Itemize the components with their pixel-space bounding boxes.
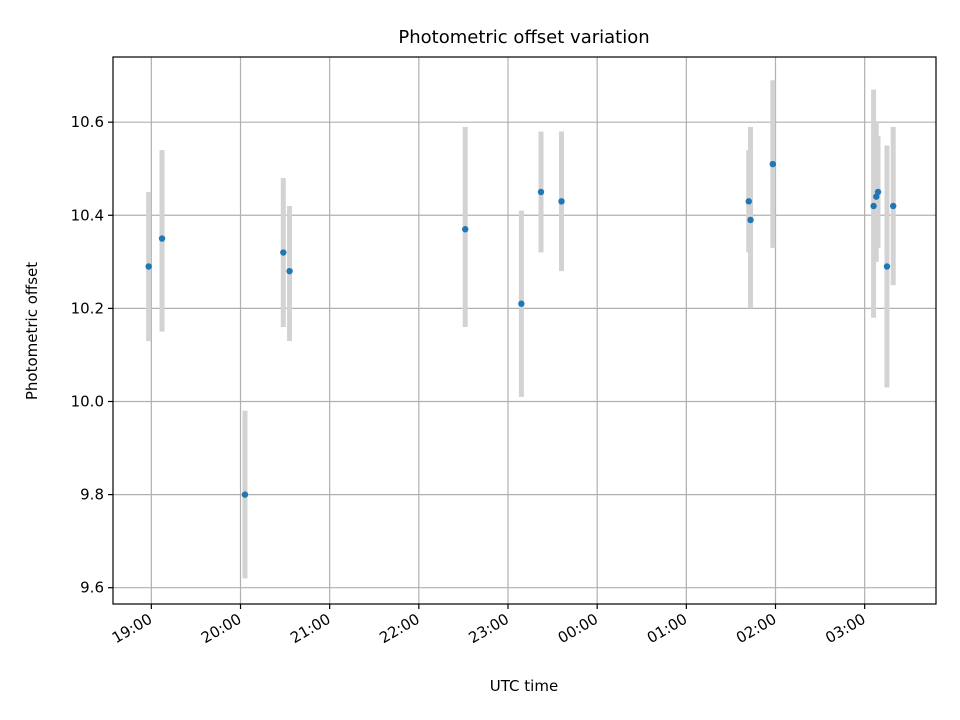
chart-title: Photometric offset variation: [398, 27, 649, 48]
data-point: [241, 491, 249, 498]
data-point: [558, 198, 565, 205]
x-axis-label: UTC time: [490, 677, 558, 695]
y-tick-label: 10.0: [71, 392, 104, 410]
data-point: [870, 202, 877, 210]
data-point: [883, 263, 891, 270]
data-point: [537, 188, 545, 196]
y-tick-label: 10.2: [71, 299, 104, 317]
grid-layer: [113, 57, 936, 604]
point-layer: [145, 160, 897, 498]
data-point: [874, 188, 882, 196]
y-tick-label: 9.6: [80, 579, 104, 597]
y-tick-label: 10.6: [71, 113, 104, 131]
y-tick-label: 9.8: [80, 486, 104, 504]
data-point: [286, 267, 293, 275]
data-point: [890, 202, 897, 210]
plot-frame: [112, 56, 937, 605]
data-point: [462, 226, 469, 233]
data-point: [280, 249, 287, 256]
y-axis-ticks: 9.6 9.8 10.0 10.2 10.4 10.6: [71, 113, 113, 597]
data-point: [747, 216, 754, 224]
data-point: [145, 263, 152, 270]
y-tick-label: 10.4: [71, 206, 104, 224]
data-point: [745, 198, 752, 205]
data-point: [518, 300, 525, 307]
data-point: [769, 160, 777, 168]
data-point: [158, 235, 166, 242]
y-axis-label: Photometric offset: [23, 262, 41, 400]
